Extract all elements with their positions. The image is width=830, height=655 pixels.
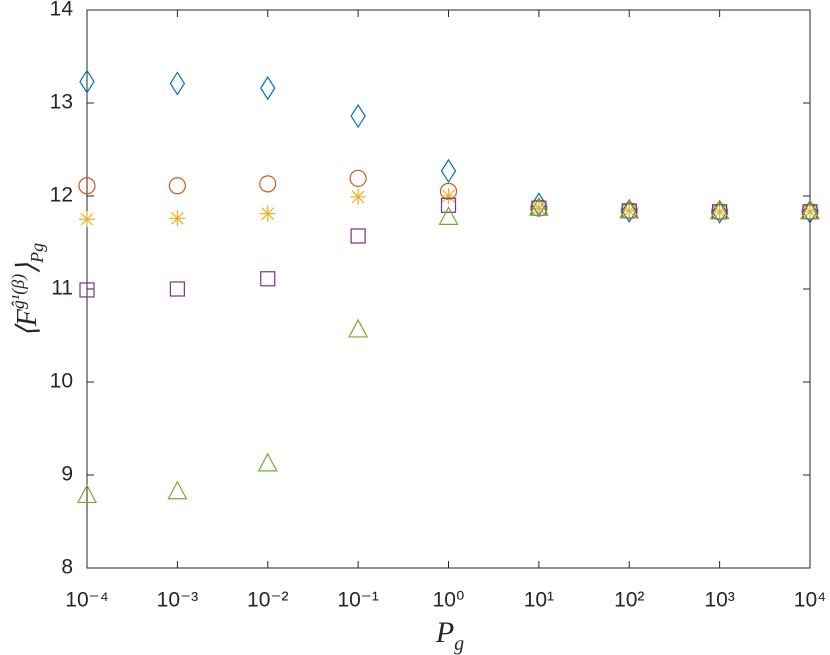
marker [709,200,730,220]
x-tick-label: 10¹ [524,589,554,612]
marker [167,480,188,500]
x-tick-label: 10⁰ [433,589,465,612]
marker [621,198,637,223]
marker [349,169,367,187]
y-axis-label: ⟨Fĝ¹(β)⟩Pg [8,243,47,337]
axes-box [86,9,811,569]
marker [530,200,547,217]
y-tick-label: 11 [51,277,73,300]
x-axis-label: Pg [435,616,464,655]
marker [350,228,366,244]
marker [440,188,457,204]
x-tick-label: 10⁻⁴ [65,589,108,612]
marker [711,199,728,224]
marker [438,206,459,225]
y-tick-label: 14 [50,0,74,21]
y-tick-label: 9 [61,463,73,486]
y-tick-label: 13 [50,91,73,114]
marker [79,211,95,228]
marker [78,177,96,195]
x-tick-label: 10⁴ [794,589,826,612]
marker [350,188,367,205]
marker [79,69,95,94]
marker [711,203,728,220]
marker [619,199,640,219]
marker [168,177,186,195]
marker [257,452,278,472]
marker [169,71,186,96]
marker [260,76,276,101]
marker [259,205,276,222]
marker [77,484,97,504]
x-tick-label: 10⁻¹ [337,589,378,612]
marker [169,210,186,227]
marker [169,281,185,297]
x-tick-label: 10³ [704,589,734,612]
marker [259,175,277,193]
marker [440,197,457,213]
marker [800,200,820,220]
marker [528,196,549,216]
marker [802,203,818,220]
marker [260,271,276,287]
marker [621,202,638,219]
y-tick-label: 12 [50,184,73,207]
marker [79,282,95,298]
y-tick-label: 8 [61,556,73,579]
marker [348,318,369,338]
marker [802,199,818,224]
x-tick-label: 10⁻² [247,589,288,612]
x-tick-label: 10⁻³ [157,589,198,612]
x-tick-label: 10² [614,589,644,612]
marker [440,158,457,184]
y-tick-label: 10 [50,370,73,393]
marker [350,103,366,129]
